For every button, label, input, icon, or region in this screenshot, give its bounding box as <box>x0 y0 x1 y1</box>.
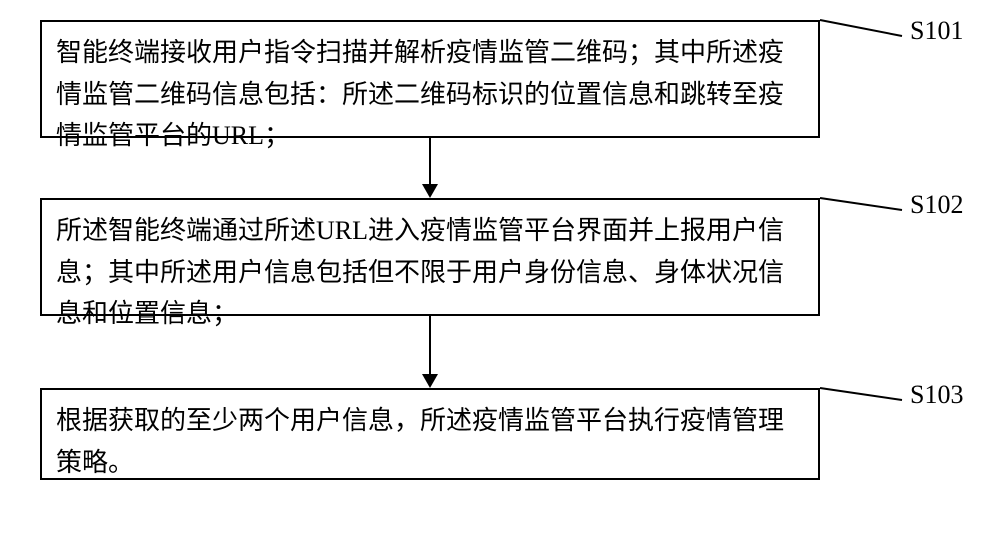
step-label-s101: S101 <box>910 16 963 46</box>
step-box-s103: 根据获取的至少两个用户信息，所述疫情监管平台执行疫情管理策略。 <box>40 388 820 480</box>
step-box-s101: 智能终端接收用户指令扫描并解析疫情监管二维码；其中所述疫情监管二维码信息包括：所… <box>40 20 820 138</box>
arrow-s102-s103 <box>418 316 442 388</box>
step-box-s102: 所述智能终端通过所述URL进入疫情监管平台界面并上报用户信息；其中所述用户信息包… <box>40 198 820 316</box>
flowchart-container: 智能终端接收用户指令扫描并解析疫情监管二维码；其中所述疫情监管二维码信息包括：所… <box>0 0 1000 539</box>
step-label-s102: S102 <box>910 190 963 220</box>
step-label-s103: S103 <box>910 380 963 410</box>
arrow-s101-s102 <box>418 138 442 198</box>
step-text-s103: 根据获取的至少两个用户信息，所述疫情监管平台执行疫情管理策略。 <box>56 400 804 483</box>
